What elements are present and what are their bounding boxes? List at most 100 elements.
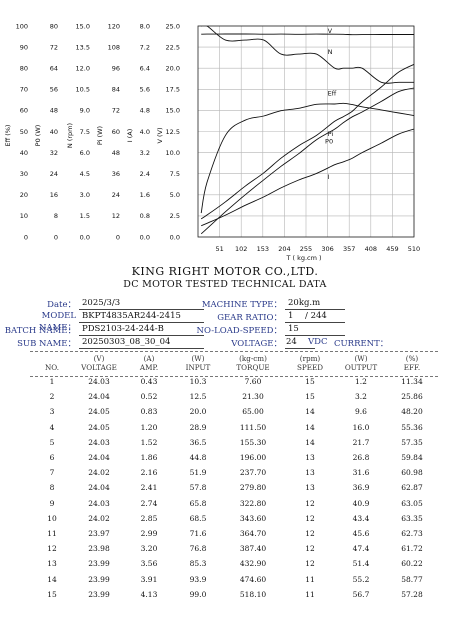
x-tick-label: 357 xyxy=(343,245,355,253)
cell-voltage: 23.99 xyxy=(88,574,110,584)
cell-speed: 11 xyxy=(305,574,315,584)
cell-input: 44.8 xyxy=(189,453,207,463)
cell-speed: 15 xyxy=(305,392,315,402)
cell-input: 51.9 xyxy=(189,468,207,478)
axis-2-tick-label: 13.5 xyxy=(76,43,90,51)
x-axis-label: T ( kg.cm ) xyxy=(285,254,321,262)
axis-5-label: V (V) xyxy=(156,127,164,143)
voltage-label: VOLTAGE： xyxy=(231,339,282,349)
axis-2-tick-label: 1.5 xyxy=(80,212,90,220)
axis-1-tick-label: 24 xyxy=(50,170,58,178)
series-pi-label: Pi xyxy=(328,130,334,138)
cell-input: 20.0 xyxy=(189,407,207,417)
cell-torque: 21.30 xyxy=(242,392,264,402)
series-n-line xyxy=(201,26,414,84)
units-row: (V) (A) (W) (kg-cm) (rpm) (W) (%) xyxy=(30,352,438,363)
cell-eff: 48.20 xyxy=(401,407,423,417)
cell-amp: 0.43 xyxy=(140,377,158,387)
axis-1-tick-label: 56 xyxy=(50,86,58,94)
cell-amp: 2.99 xyxy=(140,528,158,538)
unit-no xyxy=(30,352,74,363)
cell-torque: 111.50 xyxy=(239,422,267,432)
cell-eff: 57.35 xyxy=(401,437,423,447)
x-tick-label: 510 xyxy=(408,245,420,253)
axis-1-tick-label: 0 xyxy=(54,233,58,241)
cell-torque: 279.80 xyxy=(239,483,267,493)
axis-3-tick-label: 120 xyxy=(108,22,120,30)
axis-4-tick-label: 7.2 xyxy=(140,43,150,51)
axis-1-tick-label: 48 xyxy=(50,107,58,115)
series-pi-line xyxy=(200,63,414,220)
unit-eff: (%) xyxy=(405,354,419,363)
cell-input: 12.5 xyxy=(189,392,207,402)
cell-voltage: 24.04 xyxy=(88,453,110,463)
machine-type-label: MACHINE TYPE： xyxy=(201,300,282,310)
axis-1-tick-label: 72 xyxy=(50,43,58,51)
table-row: 2 24.04 0.52 12.5 21.30 15 3.2 25.86 xyxy=(30,389,438,404)
cell-no: 6 xyxy=(49,453,55,463)
cell-eff: 60.22 xyxy=(401,559,423,569)
cell-eff: 57.28 xyxy=(401,589,423,599)
no-load-speed-label: NO-LOAD-SPEED： xyxy=(196,326,282,336)
axis-3-label: Pi (W) xyxy=(96,126,104,145)
cell-output: 3.2 xyxy=(355,392,367,402)
cell-speed: 13 xyxy=(305,453,315,463)
x-tick-label: 408 xyxy=(365,245,377,253)
cell-no: 10 xyxy=(47,513,57,523)
cell-voltage: 24.03 xyxy=(88,437,110,447)
cell-no: 15 xyxy=(47,589,57,599)
cell-input: 76.8 xyxy=(189,544,207,554)
x-tick-label: 51 xyxy=(215,245,223,253)
axis-2-tick-label: 3.0 xyxy=(80,191,90,199)
cell-no: 4 xyxy=(49,422,55,432)
cell-torque: 65.00 xyxy=(242,407,264,417)
cell-input: 57.8 xyxy=(189,483,207,493)
cell-voltage: 24.03 xyxy=(88,498,110,508)
table-row: 15 23.99 4.13 99.0 518.10 11 56.7 57.28 xyxy=(30,587,438,602)
cell-output: 9.6 xyxy=(355,407,367,417)
cell-no: 1 xyxy=(49,377,55,387)
cell-voltage: 23.99 xyxy=(88,559,110,569)
batch-name-label: BATCH NAME： xyxy=(4,326,76,336)
axis-3-tick-label: 108 xyxy=(108,43,120,51)
header-input: INPUT xyxy=(185,363,211,372)
table-row: 1 24.03 0.43 10.3 7.60 15 1.2 11.34 xyxy=(30,374,438,389)
cell-input: 65.8 xyxy=(189,498,207,508)
cell-output: 45.6 xyxy=(352,528,370,538)
table-row: 10 24.02 2.85 68.5 343.60 12 43.4 63.35 xyxy=(30,511,438,526)
x-tick-label: 102 xyxy=(235,245,247,253)
cell-amp: 0.83 xyxy=(140,407,158,417)
cell-torque: 343.60 xyxy=(239,513,267,523)
cell-no: 12 xyxy=(47,544,57,554)
x-axis: 51 102 153 204 255 306 357 408 459 510 xyxy=(215,245,420,253)
voltage-value: 24 xyxy=(286,337,297,347)
axis-4-tick-label: 4.0 xyxy=(140,128,150,136)
axis-3-tick-label: 60 xyxy=(112,128,120,136)
axis-0-tick-label: 10 xyxy=(20,212,28,220)
cell-output: 1.2 xyxy=(355,377,367,387)
cell-torque: 364.70 xyxy=(239,528,267,538)
date-label: Date： xyxy=(47,300,76,310)
cell-no: 11 xyxy=(47,528,57,538)
cell-eff: 62.87 xyxy=(401,483,423,493)
axis-0-tick-label: 0 xyxy=(24,233,28,241)
sub-name-label: SUB NAME： xyxy=(17,339,76,349)
cell-eff: 58.77 xyxy=(401,574,423,584)
series-eff-label: Eff xyxy=(328,90,337,98)
cell-no: 14 xyxy=(47,574,57,584)
cell-speed: 12 xyxy=(305,528,315,538)
axis-2-tick-label: 9.0 xyxy=(80,107,90,115)
unit-output: (W) xyxy=(354,354,368,363)
axis-4-tick-label: 0.0 xyxy=(140,233,150,241)
axis-2-tick-label: 4.5 xyxy=(80,170,90,178)
report-subtitle: DC MOTOR TESTED TECHNICAL DATA xyxy=(123,279,327,290)
axis-1-tick-label: 32 xyxy=(50,149,58,157)
series-p0-label: P0 xyxy=(325,137,333,145)
cell-amp: 4.13 xyxy=(140,589,158,599)
model-name-label: MODEL NAME： xyxy=(39,311,76,333)
cell-voltage: 24.02 xyxy=(88,513,110,523)
series-i-line xyxy=(201,128,414,227)
x-tick-label: 459 xyxy=(386,245,398,253)
table-row: 12 23.98 3.20 76.8 387.40 12 47.4 61.72 xyxy=(30,541,438,556)
